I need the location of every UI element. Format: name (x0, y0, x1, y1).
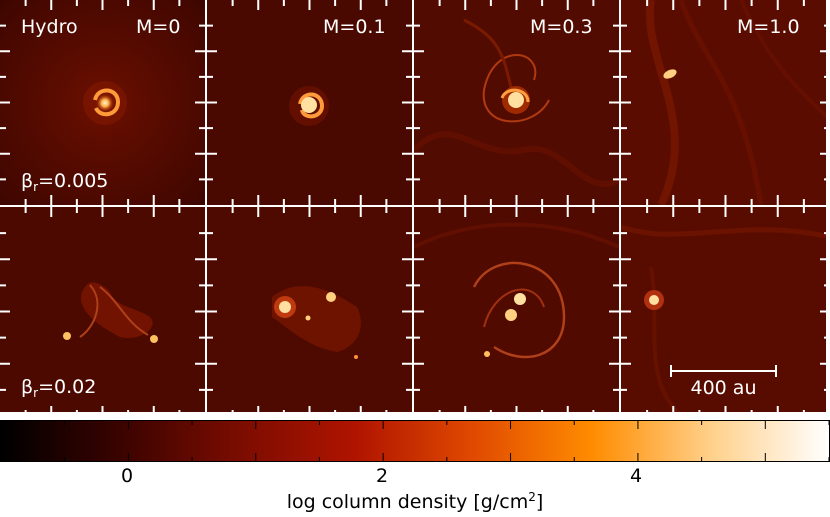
column-label-m0: M=0 (136, 16, 181, 38)
colorbar-label: log column density [g/cm2] (286, 490, 544, 513)
hydro-label: Hydro (21, 16, 78, 38)
panel-hydro-beta-0005 (0, 0, 205, 205)
column-label-m03: M=0.3 (530, 16, 593, 38)
row-label-beta-0005: βr=0.005 (21, 170, 109, 194)
panel-hydro-beta-002 (0, 207, 205, 412)
panel-m03-beta-0005 (414, 0, 619, 205)
panel-m01-beta-0005 (207, 0, 412, 205)
panel-m03-beta-002 (414, 207, 619, 412)
colorbar (0, 420, 830, 462)
column-label-m01: M=0.1 (323, 16, 386, 38)
colorbar-tick-label-4: 4 (629, 465, 643, 487)
scale-bar (670, 365, 777, 377)
panel-m01-beta-002 (207, 207, 412, 412)
column-label-m10: M=1.0 (737, 16, 800, 38)
axis-ticks (0, 0, 805, 391)
scale-bar-label: 400 au (690, 377, 757, 399)
colorbar-ticks (0, 421, 830, 461)
row-label-beta-002: βr=0.02 (21, 376, 97, 400)
panel-m10-beta-002 (621, 207, 826, 412)
simulation-grid: Hydro M=0 M=0.1 M=0.3 M=1.0 βr=0.005 βr=… (0, 0, 826, 412)
colorbar-tick-label-0: 0 (120, 465, 134, 487)
colorbar-tick-label-2: 2 (375, 465, 389, 487)
panel-m10-beta-0005 (621, 0, 826, 205)
